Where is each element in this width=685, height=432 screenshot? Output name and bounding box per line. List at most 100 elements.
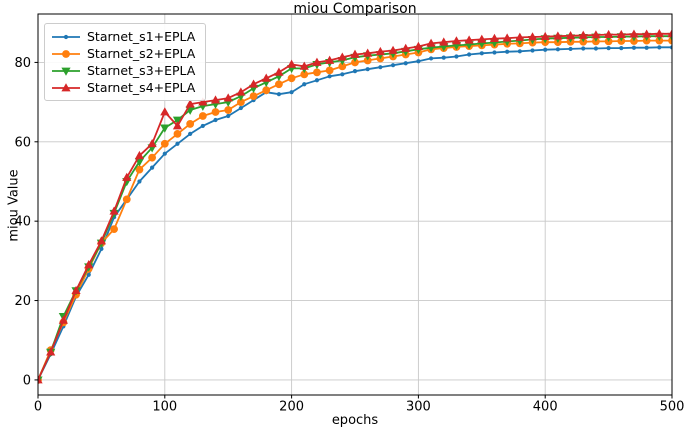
marker-triangle-up bbox=[375, 46, 385, 56]
x-tick-label: 500 bbox=[660, 400, 685, 415]
marker-point bbox=[467, 52, 472, 57]
marker-point bbox=[543, 47, 548, 52]
marker-point bbox=[378, 65, 383, 70]
x-axis-label: epochs bbox=[331, 413, 379, 428]
marker-triangle-up bbox=[122, 172, 132, 181]
y-tick-label: 60 bbox=[14, 135, 31, 150]
marker-triangle-up bbox=[553, 31, 563, 40]
marker-triangle-up bbox=[185, 99, 195, 108]
marker-point bbox=[226, 113, 231, 119]
marker-triangle-up bbox=[451, 36, 462, 45]
marker-triangle-up bbox=[46, 347, 56, 356]
marker-triangle-up bbox=[261, 73, 271, 82]
marker-triangle-up bbox=[325, 55, 335, 64]
marker-point bbox=[314, 78, 320, 83]
marker-triangle-up bbox=[287, 59, 297, 68]
legend-label: Starnet_s1+EPLA bbox=[87, 29, 196, 44]
marker-circle bbox=[173, 129, 182, 138]
marker-point bbox=[276, 92, 282, 97]
marker-point bbox=[631, 45, 637, 50]
marker-triangle-up bbox=[147, 138, 157, 148]
marker-triangle-up bbox=[299, 61, 309, 70]
axes-spines bbox=[37, 13, 673, 396]
marker-triangle-down bbox=[172, 116, 183, 125]
marker-point bbox=[581, 46, 586, 51]
marker-triangle-up bbox=[223, 93, 233, 102]
marker-point bbox=[213, 117, 218, 123]
y-tick-label: 20 bbox=[14, 294, 31, 309]
marker-point bbox=[669, 45, 672, 50]
marker-point bbox=[302, 82, 307, 87]
marker-point bbox=[162, 151, 167, 156]
marker-circle bbox=[325, 66, 334, 75]
marker-triangle-up bbox=[489, 33, 500, 43]
marker-circle bbox=[300, 70, 309, 79]
marker-triangle-up bbox=[565, 31, 576, 40]
marker-point bbox=[99, 246, 104, 252]
marker-circle bbox=[186, 120, 195, 128]
y-tick-label: 80 bbox=[14, 56, 31, 71]
legend-label: Starnet_s2+EPLA bbox=[87, 46, 196, 61]
marker-triangle-up bbox=[540, 31, 550, 41]
marker-triangle-up bbox=[578, 30, 588, 39]
marker-circle bbox=[198, 112, 207, 120]
marker-point bbox=[593, 46, 599, 51]
marker-point bbox=[416, 59, 421, 64]
marker-point bbox=[175, 141, 180, 146]
marker-point bbox=[352, 69, 358, 74]
legend-item-s2: Starnet_s2+EPLA bbox=[51, 45, 195, 62]
marker-point bbox=[289, 90, 294, 95]
legend-item-s4: Starnet_s4+EPLA bbox=[51, 79, 195, 96]
y-tick-label: 40 bbox=[14, 215, 31, 230]
marker-point bbox=[340, 72, 345, 77]
marker-point bbox=[238, 105, 243, 111]
marker-triangle-up bbox=[667, 29, 672, 38]
marker-triangle-up bbox=[527, 32, 538, 41]
marker-circle bbox=[110, 225, 118, 234]
marker-point bbox=[365, 67, 370, 72]
marker-circle bbox=[338, 62, 347, 71]
series-s2 bbox=[38, 36, 672, 384]
marker-triangle-up bbox=[401, 43, 411, 52]
marker-point bbox=[555, 47, 560, 52]
x-tick-label: 0 bbox=[34, 400, 42, 415]
marker-point bbox=[517, 49, 522, 54]
marker-triangle-up bbox=[38, 375, 43, 384]
marker-point bbox=[428, 56, 434, 61]
marker-point bbox=[619, 46, 624, 51]
marker-circle bbox=[313, 68, 321, 77]
legend-marker-point-icon bbox=[52, 34, 80, 39]
marker-circle bbox=[287, 74, 296, 83]
marker-triangle-up bbox=[337, 52, 347, 61]
marker-triangle-up bbox=[312, 57, 322, 66]
marker-point bbox=[390, 63, 396, 68]
legend-marker-circle-icon bbox=[52, 49, 80, 58]
marker-triangle-up bbox=[515, 32, 525, 41]
chart-title: miou Comparison bbox=[293, 1, 417, 17]
marker-triangle-up bbox=[426, 38, 436, 47]
marker-point bbox=[644, 45, 649, 50]
x-tick-label: 200 bbox=[279, 400, 304, 415]
marker-triangle-up bbox=[248, 79, 259, 88]
marker-circle bbox=[211, 108, 220, 116]
marker-point bbox=[568, 46, 573, 52]
marker-point bbox=[327, 74, 332, 79]
marker-circle bbox=[351, 58, 359, 67]
marker-triangle-up bbox=[58, 315, 68, 324]
marker-point bbox=[479, 51, 484, 56]
marker-triangle-up bbox=[629, 29, 639, 38]
legend-marker-triangle-down-icon bbox=[52, 67, 80, 76]
marker-point bbox=[454, 54, 459, 59]
marker-triangle-up bbox=[502, 33, 512, 42]
marker-circle bbox=[249, 92, 258, 101]
marker-triangle-up bbox=[134, 150, 145, 160]
series-s4 bbox=[38, 29, 672, 384]
marker-circle bbox=[122, 195, 131, 204]
marker-point bbox=[606, 46, 611, 51]
marker-triangle-up bbox=[439, 37, 449, 46]
legend-item-s3: Starnet_s3+EPLA bbox=[51, 62, 195, 79]
marker-triangle-up bbox=[363, 48, 373, 57]
marker-circle bbox=[160, 139, 169, 148]
marker-triangle-up bbox=[642, 29, 652, 38]
